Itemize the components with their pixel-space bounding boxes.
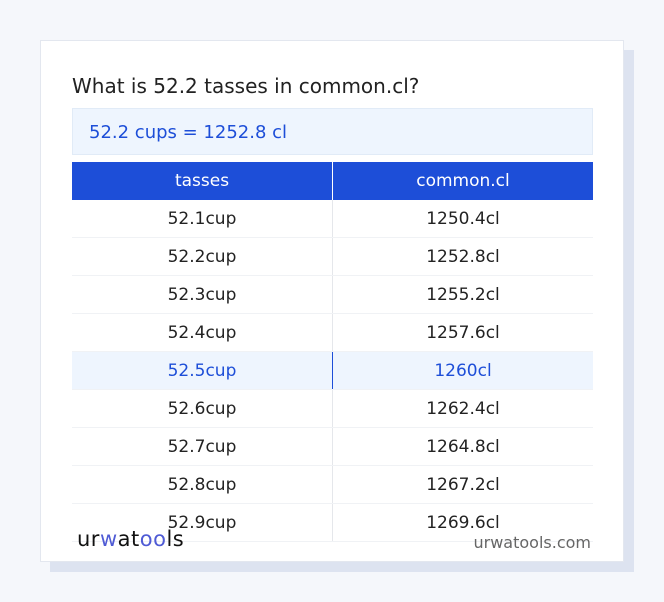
converter-card: What is 52.2 tasses in common.cl? 52.2 c… xyxy=(40,40,624,562)
cl-cell: 1260cl xyxy=(332,351,593,390)
cl-cell: 1264.8cl xyxy=(332,427,593,466)
cup-cell: 52.2cup xyxy=(72,237,333,276)
cup-cell: 52.4cup xyxy=(72,313,333,352)
cup-cell: 52.3cup xyxy=(72,275,333,314)
urwatools-logo[interactable]: urwatools xyxy=(77,527,185,551)
cl-cell: 1269.6cl xyxy=(332,503,593,542)
cup-cell: 52.5cup xyxy=(72,351,333,390)
cl-cell: 1267.2cl xyxy=(332,465,593,504)
cup-cell: 52.9cup xyxy=(72,503,333,542)
table-row: 52.7cup 1264.8cl xyxy=(72,427,593,466)
table-row: 52.2cup 1252.8cl xyxy=(72,237,593,276)
cl-cell: 1252.8cl xyxy=(332,237,593,276)
table-row: 52.6cup 1262.4cl xyxy=(72,389,593,428)
header-common-cl: common.cl xyxy=(332,162,593,200)
cl-cell: 1262.4cl xyxy=(332,389,593,428)
cup-cell: 52.7cup xyxy=(72,427,333,466)
page-title: What is 52.2 tasses in common.cl? xyxy=(72,74,420,98)
table-row: 52.1cup 1250.4cl xyxy=(72,200,593,238)
cl-cell: 1257.6cl xyxy=(332,313,593,352)
cup-cell: 52.8cup xyxy=(72,465,333,504)
table-row: 52.4cup 1257.6cl xyxy=(72,313,593,352)
table-row: 52.8cup 1267.2cl xyxy=(72,465,593,504)
cl-cell: 1250.4cl xyxy=(332,200,593,238)
cup-cell: 52.6cup xyxy=(72,389,333,428)
header-tasses: tasses xyxy=(72,162,333,200)
conversion-table: tasses common.cl 52.1cup 1250.4cl 52.2cup 1… xyxy=(72,162,593,542)
result-box: 52.2 cups = 1252.8 cl xyxy=(72,108,593,155)
table-row: 52.3cup 1255.2cl xyxy=(72,275,593,314)
cl-cell: 1255.2cl xyxy=(332,275,593,314)
table-row: 52.9cup 1269.6cl xyxy=(72,503,593,542)
site-link[interactable]: urwatools.com xyxy=(473,533,592,552)
cup-cell: 52.1cup xyxy=(72,200,333,238)
table-row: 52.5cup 1260cl xyxy=(72,351,593,390)
